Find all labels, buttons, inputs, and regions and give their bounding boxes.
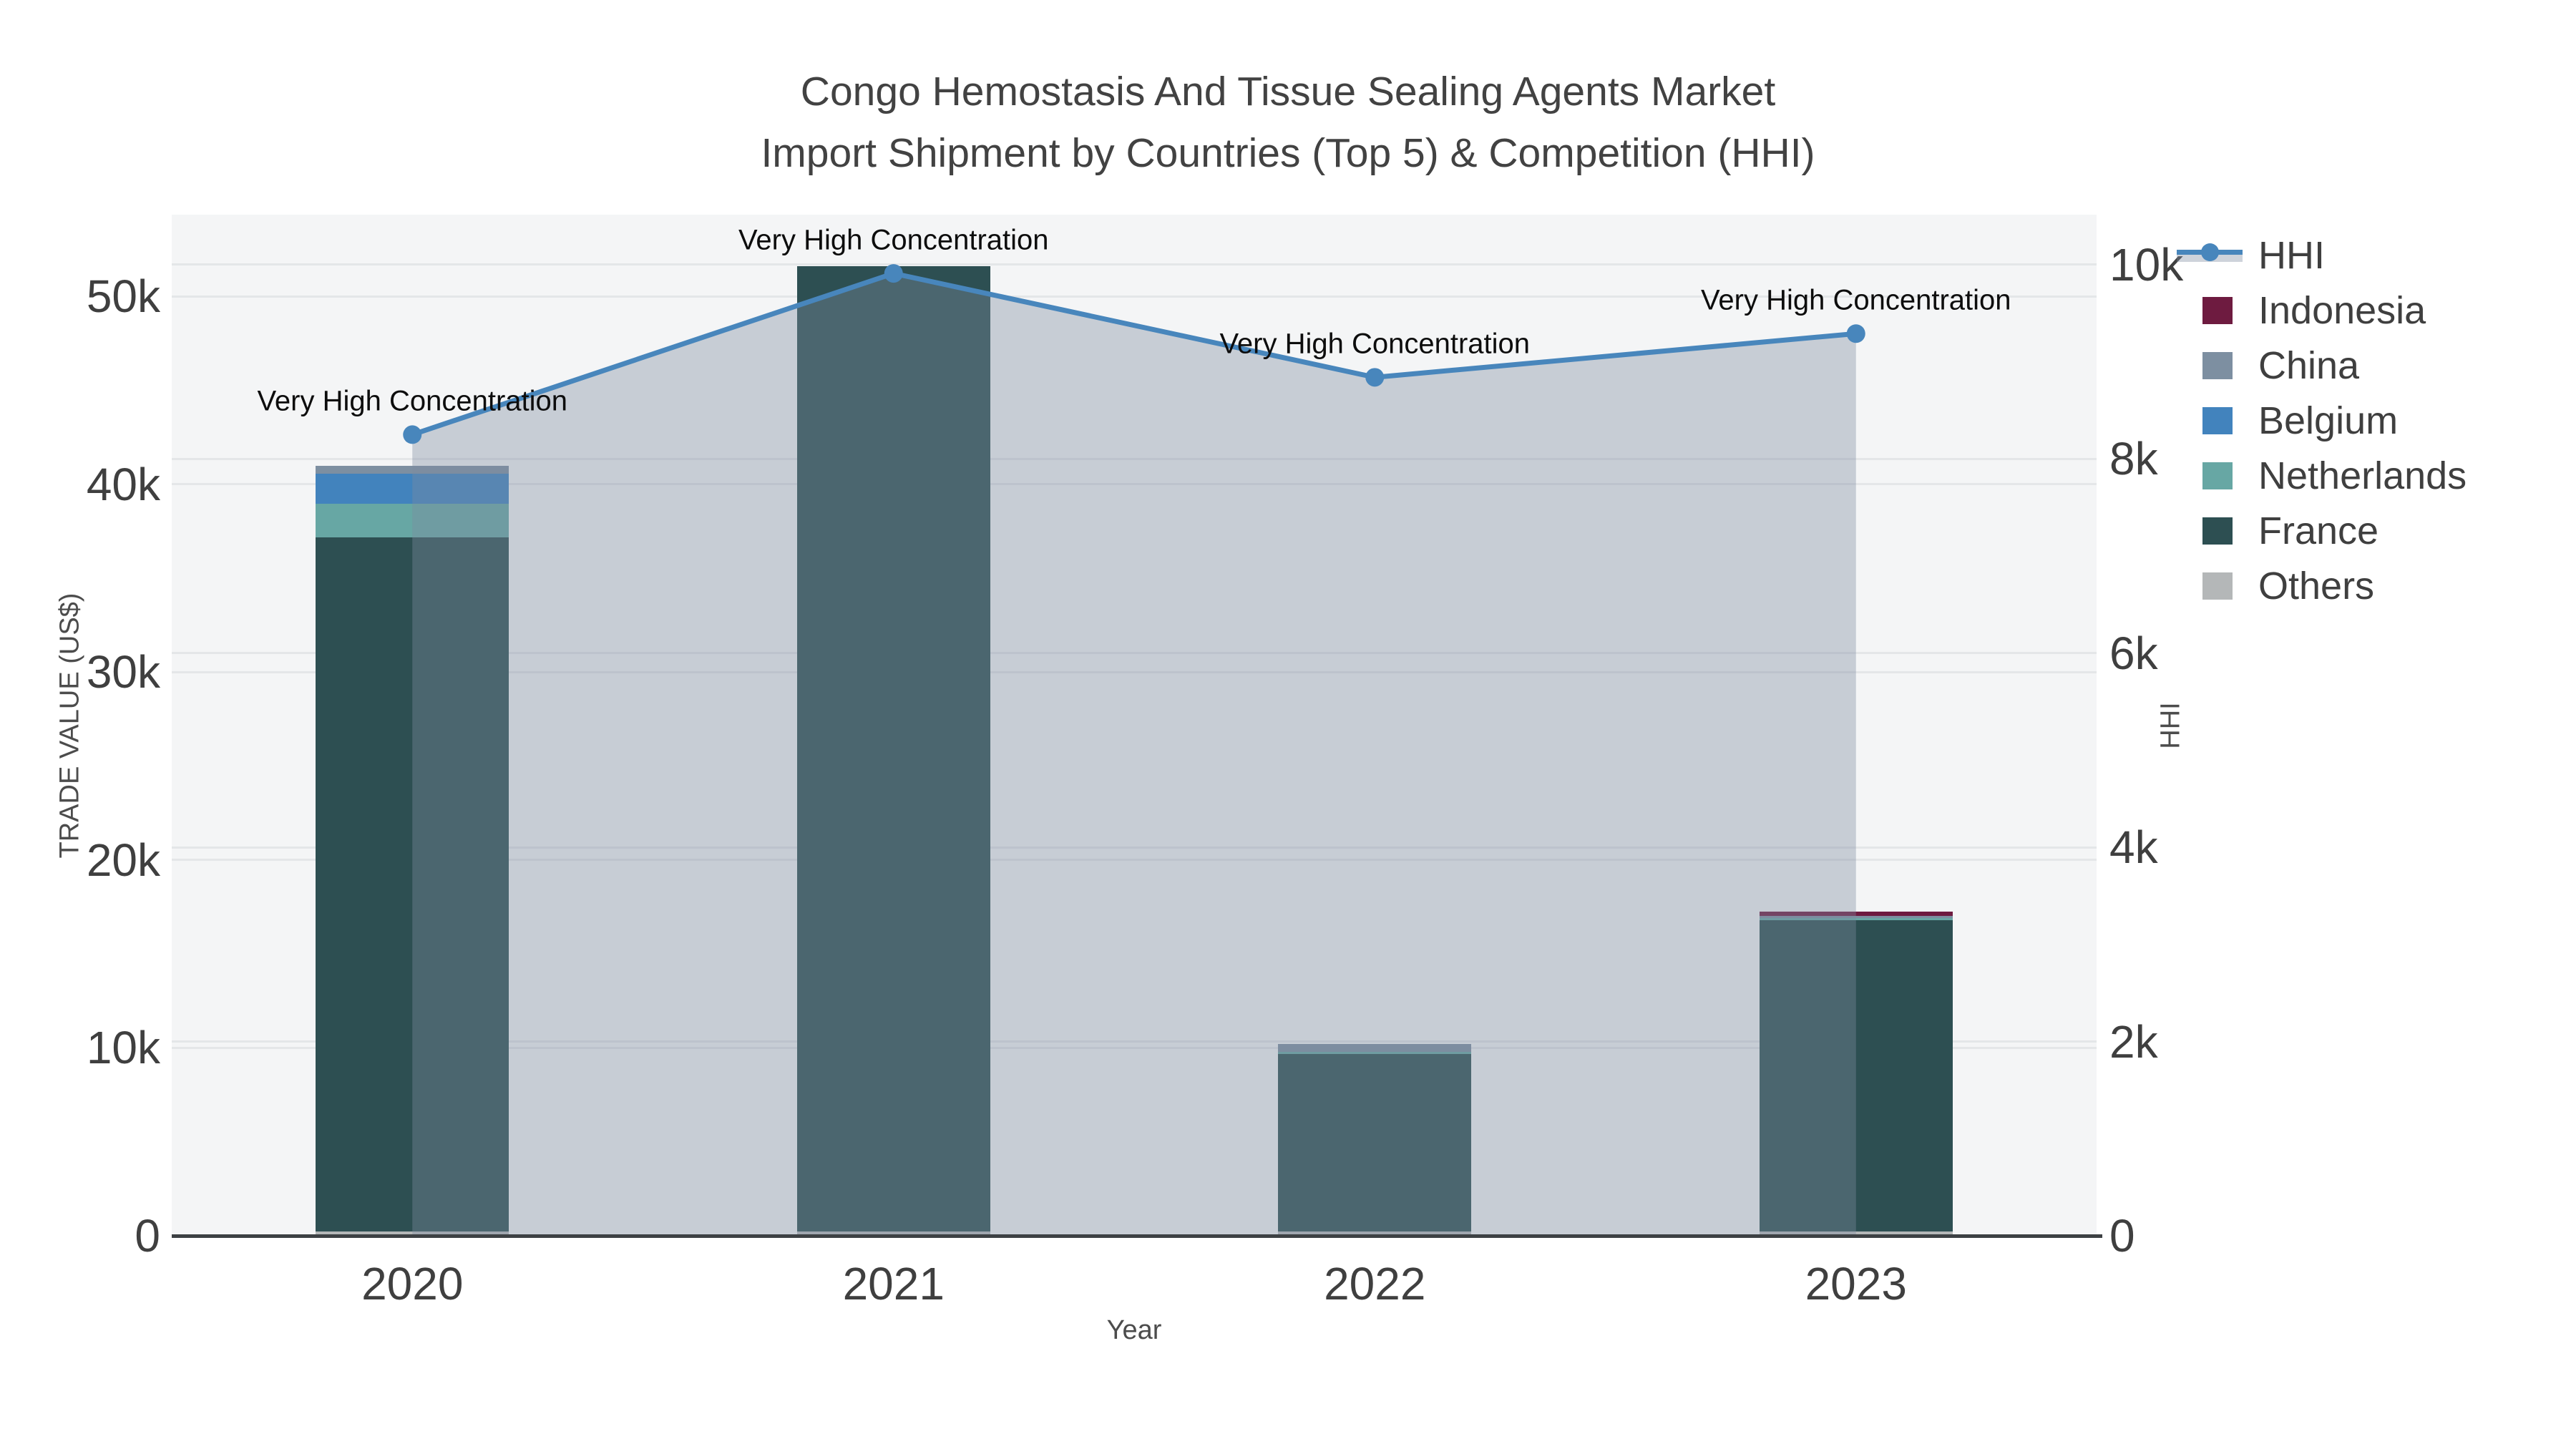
hhi-line-area	[403, 264, 1865, 1236]
gridline-right-axis	[172, 263, 2097, 266]
x-axis-title: Year	[1106, 1315, 1162, 1345]
y-right-tick-10k: 10k	[2109, 238, 2184, 291]
chart-title-line1: Congo Hemostasis And Tissue Sealing Agen…	[800, 69, 1776, 114]
y-left-tick-0: 0	[135, 1210, 160, 1262]
y-left-tick-20k: 20k	[86, 834, 160, 886]
legend-item-france[interactable]: France	[2202, 503, 2467, 558]
bar-segment-france-2021	[796, 265, 990, 1231]
gridline-left-axis	[172, 295, 2097, 298]
gridline-left-axis	[172, 859, 2097, 862]
bar-segment-france-2022	[1278, 1053, 1472, 1231]
y-left-tick-40k: 40k	[86, 458, 160, 510]
gridline-left-axis	[172, 1046, 2097, 1049]
bar-segment-france-2020	[316, 537, 509, 1231]
legend-label: HHI	[2258, 233, 2325, 277]
chart-title-line2: Import Shipment by Countries (Top 5) & C…	[761, 130, 1815, 176]
legend-item-hhi[interactable]: HHI	[2177, 228, 2467, 283]
hhi-line	[411, 270, 1857, 437]
chart-title: Congo Hemostasis And Tissue Sealing Agen…	[0, 61, 2576, 184]
bar-segment-netherlands-2022	[1278, 1052, 1472, 1054]
bar-segment-netherlands-2023	[1759, 918, 1953, 920]
hhi-marker-2022	[1365, 368, 1385, 387]
gridline-right-axis	[172, 1040, 2097, 1043]
y-axis-title-right: HHI	[2155, 701, 2186, 749]
y-left-tick-50k: 50k	[86, 270, 160, 323]
bar-segment-others-2022	[1278, 1231, 1472, 1236]
bar-segment-netherlands-2020	[316, 504, 509, 537]
gridline-right-axis	[172, 652, 2097, 655]
legend-label: Netherlands	[2258, 454, 2467, 497]
gridline-left-axis	[172, 670, 2097, 673]
bar-segment-france-2023	[1759, 919, 1953, 1231]
legend-item-belgium[interactable]: Belgium	[2202, 393, 2467, 448]
annotation-2020: Very High Concentration	[257, 385, 568, 417]
hhi-marker-2020	[403, 425, 422, 444]
x-tick-2021: 2021	[842, 1258, 945, 1309]
annotation-2022: Very High Concentration	[1219, 328, 1531, 360]
others-swatch-icon	[2202, 572, 2233, 600]
legend-label: China	[2258, 343, 2360, 387]
x-tick-2023: 2023	[1805, 1258, 1907, 1309]
annotation-2023: Very High Concentration	[1700, 284, 2011, 316]
legend-label: Indonesia	[2258, 288, 2426, 332]
y-axis-title-left: TRADE VALUE (US$)	[54, 592, 85, 858]
legend: HHI Indonesia China Belgium Netherlands Franc…	[2177, 228, 2467, 613]
bar-segment-others-2023	[1759, 1231, 1953, 1236]
bar-segment-others-2021	[796, 1231, 990, 1236]
x-tick-2022: 2022	[1324, 1258, 1426, 1309]
x-tick-2020: 2020	[361, 1258, 464, 1309]
bar-segment-china-2022	[1278, 1043, 1472, 1052]
bar-segment-china-2023	[1759, 916, 1953, 919]
y-left-tick-10k: 10k	[86, 1022, 160, 1074]
y-right-tick-2k: 2k	[2109, 1015, 2158, 1068]
gridline-right-axis	[172, 457, 2097, 460]
indonesia-swatch-icon	[2202, 296, 2233, 324]
y-right-tick-0: 0	[2109, 1210, 2135, 1262]
x-axis-line	[172, 1234, 2102, 1238]
y-right-tick-8k: 8k	[2109, 433, 2158, 485]
netherlands-swatch-icon	[2202, 462, 2233, 489]
y-left-tick-30k: 30k	[86, 646, 160, 698]
gridline-right-axis	[172, 846, 2097, 849]
hhi-line-swatch-icon	[2177, 242, 2243, 269]
gridline-left-axis	[172, 483, 2097, 486]
legend-item-china[interactable]: China	[2202, 338, 2467, 393]
belgium-swatch-icon	[2202, 406, 2233, 434]
legend-label: Others	[2258, 564, 2375, 608]
bar-segment-belgium-2020	[316, 474, 509, 504]
hhi-marker-2021	[884, 264, 903, 283]
legend-label: Belgium	[2258, 399, 2399, 442]
france-swatch-icon	[2202, 517, 2233, 545]
hhi-area-fill	[412, 273, 1856, 1236]
china-swatch-icon	[2202, 351, 2233, 379]
bar-segment-others-2020	[316, 1231, 509, 1236]
legend-item-indonesia[interactable]: Indonesia	[2202, 283, 2467, 338]
annotation-2021: Very High Concentration	[738, 224, 1049, 256]
y-right-tick-6k: 6k	[2109, 627, 2158, 679]
bar-segment-china-2020	[316, 465, 509, 474]
bar-segment-indonesia-2023	[1759, 912, 1953, 917]
hhi-marker-2023	[1846, 324, 1865, 343]
legend-item-others[interactable]: Others	[2202, 558, 2467, 613]
y-right-tick-4k: 4k	[2109, 821, 2158, 874]
legend-item-netherlands[interactable]: Netherlands	[2202, 448, 2467, 503]
legend-label: France	[2258, 509, 2379, 552]
